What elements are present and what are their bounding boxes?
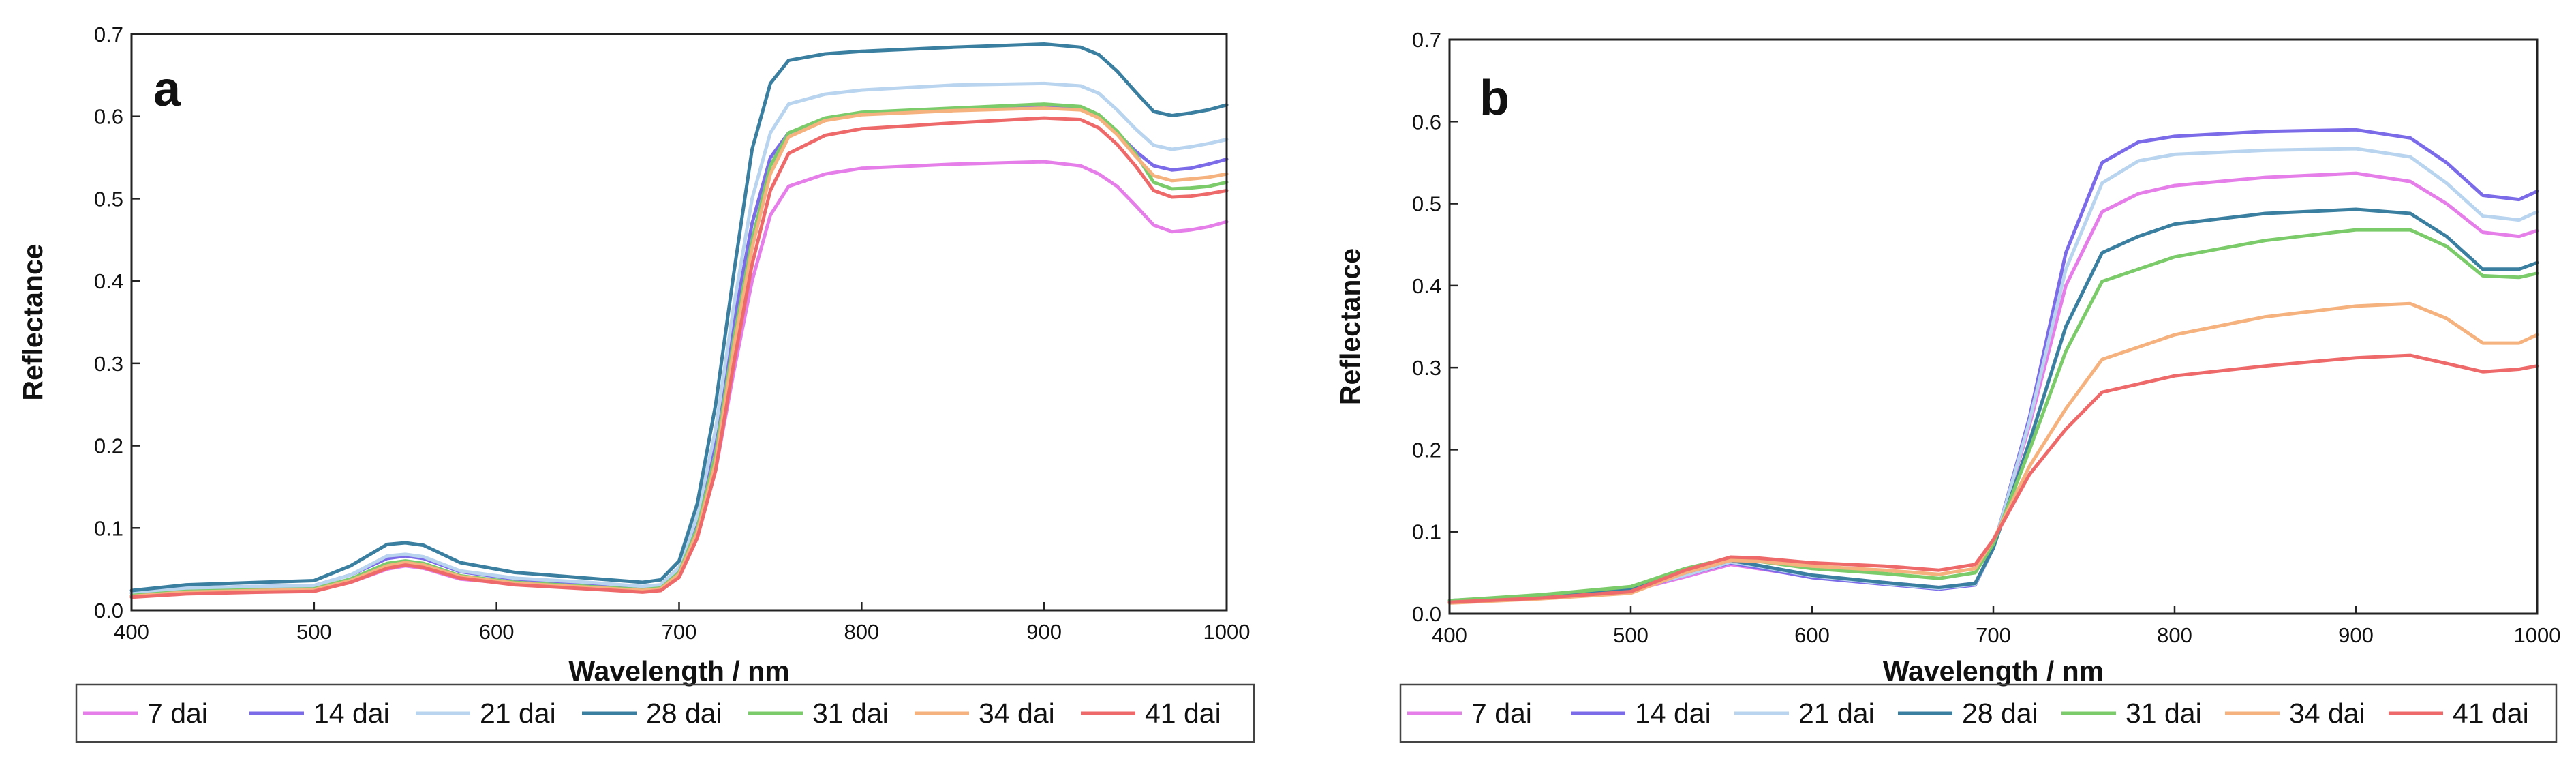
chart-panel-b: 400 500 600 700 800 900 1000 0.0 0.1 0.2 0.3 0.4 0.5…	[1334, 28, 2561, 743]
legend-item: 21 dai	[416, 698, 556, 729]
y-tick-label: 0.4	[1412, 274, 1441, 298]
x-tick-label: 700	[662, 620, 697, 644]
series-line-31-dai	[1447, 228, 2539, 603]
legend-item: 41 dai	[2389, 698, 2529, 729]
y-tick-label: 0.1	[1412, 520, 1441, 544]
y-tick-label: 0.7	[94, 23, 123, 46]
panel-letter: b	[1479, 71, 1509, 125]
x-axis-title: Wavelength / nm	[568, 655, 789, 687]
y-tick-label: 0.5	[94, 187, 123, 211]
legend-item: 41 dai	[1081, 698, 1221, 729]
series-line-41-dai	[129, 116, 1229, 599]
y-tick-label: 0.5	[1412, 192, 1441, 216]
x-tick-label: 800	[844, 620, 879, 644]
series-line-41-dai	[1447, 353, 2539, 604]
y-tick-label: 0.1	[94, 516, 123, 540]
x-tick-label: 1000	[2514, 623, 2561, 647]
legend-label: 31 dai	[2126, 698, 2202, 729]
series-line-21-dai	[1447, 147, 2539, 603]
x-axis-title: Wavelength / nm	[1883, 655, 2104, 687]
series-line-14-dai	[1447, 128, 2539, 603]
legend-item: 21 dai	[1734, 698, 1875, 729]
legend-label: 28 dai	[1962, 698, 2038, 729]
legend-label: 21 dai	[480, 698, 556, 729]
legend-item: 28 dai	[1898, 698, 2038, 729]
legend-label: 34 dai	[2289, 698, 2365, 729]
legend-item: 34 dai	[915, 698, 1055, 729]
legend-item: 28 dai	[582, 698, 722, 729]
series-line-34-dai	[1447, 301, 2539, 605]
legend-label: 34 dai	[979, 698, 1055, 729]
panel-letter: a	[153, 62, 181, 117]
legend: 7 dai 14 dai 21 dai 28 dai 31 dai 34 dai 41 da…	[1399, 683, 2558, 743]
y-tick-label: 0.3	[1412, 356, 1441, 380]
legend-item: 31 dai	[748, 698, 889, 729]
y-axis-title: Reflectance	[1334, 248, 1366, 405]
series-line-28-dai	[129, 42, 1229, 593]
y-tick-label: 0.0	[1412, 602, 1441, 626]
x-tick-label: 400	[1432, 623, 1467, 647]
legend-item: 7 dai	[83, 698, 208, 729]
series-line-7-dai	[129, 160, 1229, 598]
x-tick-label: 1000	[1203, 620, 1251, 644]
y-tick-label: 0.0	[94, 599, 123, 623]
legend-item: 7 dai	[1407, 698, 1532, 729]
x-tick-label: 600	[479, 620, 515, 644]
y-tick-label: 0.6	[94, 105, 123, 129]
chart-panel-a: 400 500 600 700 800 900 1000 0.0 0.1 0.2 0.3 0.4 0.5…	[17, 23, 1255, 743]
x-tick-label: 900	[1026, 620, 1062, 644]
x-tick-label: 900	[2338, 623, 2374, 647]
series-line-21-dai	[129, 81, 1229, 595]
legend-label: 21 dai	[1798, 698, 1875, 729]
x-tick-label: 600	[1794, 623, 1830, 647]
y-tick-label: 0.7	[1412, 28, 1441, 52]
legend-label: 28 dai	[646, 698, 722, 729]
legend-label: 14 dai	[1635, 698, 1711, 729]
legend-box	[75, 683, 1255, 743]
legend-item: 34 dai	[2225, 698, 2365, 729]
y-tick-label: 0.6	[1412, 110, 1441, 134]
x-tick-label: 500	[1613, 623, 1649, 647]
y-tick-label: 0.2	[1412, 438, 1441, 462]
legend-label: 7 dai	[1471, 698, 1532, 729]
series-line-34-dai	[129, 106, 1229, 598]
y-tick-label: 0.3	[94, 352, 123, 376]
y-tick-label: 0.4	[94, 269, 123, 293]
legend-item: 31 dai	[2061, 698, 2202, 729]
legend-label: 14 dai	[313, 698, 390, 729]
legend-label: 7 dai	[147, 698, 208, 729]
plot-frame	[1448, 38, 2539, 615]
x-tick-label: 700	[1976, 623, 2011, 647]
legend-label: 41 dai	[2453, 698, 2529, 729]
y-axis-title: Reflectance	[17, 243, 48, 400]
series-line-31-dai	[129, 102, 1229, 597]
x-tick-label: 800	[2157, 623, 2192, 647]
legend-item: 14 dai	[1571, 698, 1711, 729]
y-tick-label: 0.2	[94, 434, 123, 458]
legend-label: 31 dai	[812, 698, 889, 729]
legend-item: 14 dai	[249, 698, 390, 729]
legend-box	[1399, 683, 2558, 743]
x-tick-label: 500	[296, 620, 332, 644]
legend: 7 dai 14 dai 21 dai 28 dai 31 dai 34 dai 41 da…	[75, 683, 1255, 743]
x-tick-label: 400	[114, 620, 149, 644]
series-line-14-dai	[129, 104, 1229, 595]
legend-label: 41 dai	[1145, 698, 1221, 729]
